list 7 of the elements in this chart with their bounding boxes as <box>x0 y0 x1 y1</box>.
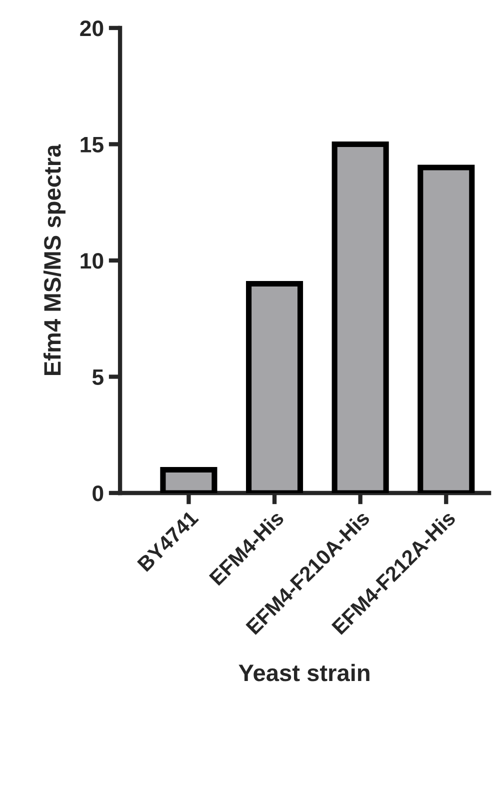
y-tick-label: 5 <box>92 369 104 385</box>
x-axis-title: Yeast strain <box>238 664 370 682</box>
y-tick-label: 15 <box>80 136 104 152</box>
y-tick-label: 10 <box>80 253 104 269</box>
y-axis-title: Efm4 MS/MS spectra <box>43 144 66 376</box>
y-tick-label: 20 <box>80 20 104 36</box>
y-tick-label: 0 <box>92 486 104 502</box>
